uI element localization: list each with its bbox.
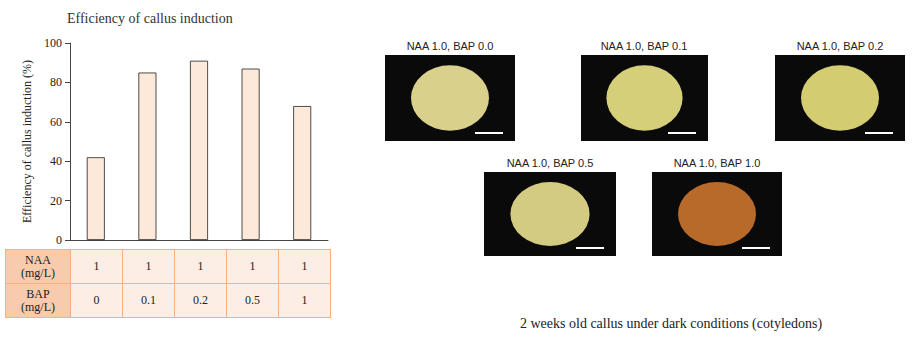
svg-text:80: 80 (50, 75, 62, 89)
svg-text:Efficiency of callus induction: Efficiency of callus induction (67, 11, 233, 26)
html-text:0.2: 0.2 (193, 293, 208, 307)
html-text:1: 1 (197, 259, 204, 273)
svg-text:100: 100 (44, 36, 62, 50)
html-text:NAA 1.0, BAP 0.5: NAA 1.0, BAP 0.5 (506, 157, 594, 169)
svg-text:60: 60 (50, 115, 62, 129)
html-text:1: 1 (301, 259, 308, 273)
html-text:1: 1 (249, 259, 256, 273)
svg-text:0: 0 (56, 233, 62, 247)
html-text:2 weeks old callus under dark: 2 weeks old callus under dark conditions… (520, 316, 823, 331)
svg-text:Efficiency of callus induction: Efficiency of callus induction (%) (20, 60, 34, 223)
svg-text:40: 40 (50, 154, 62, 168)
html-text:NAA (mg/L): NAA (mg/L) (21, 252, 55, 280)
svg-text:20: 20 (50, 194, 62, 208)
html-text:NAA 1.0, BAP 0.1: NAA 1.0, BAP 0.1 (600, 40, 688, 52)
html-text:NAA 1.0, BAP 1.0: NAA 1.0, BAP 1.0 (673, 157, 761, 169)
html-text:1: 1 (145, 259, 152, 273)
html-text:0.5: 0.5 (245, 293, 260, 307)
html-text:0.1: 0.1 (141, 293, 156, 307)
html-text:1: 1 (93, 259, 100, 273)
html-text:0: 0 (93, 293, 100, 307)
html-text:BAP (mg/L): BAP (mg/L) (21, 286, 55, 314)
html-text:NAA 1.0, BAP 0.0: NAA 1.0, BAP 0.0 (406, 40, 494, 52)
html-text:NAA 1.0, BAP 0.2: NAA 1.0, BAP 0.2 (796, 40, 884, 52)
html-text:1: 1 (301, 293, 308, 307)
